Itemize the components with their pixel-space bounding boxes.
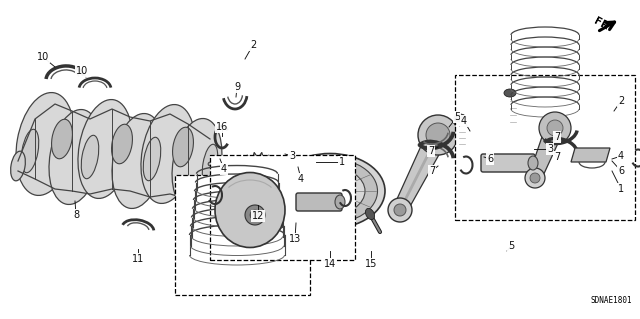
Polygon shape bbox=[236, 152, 280, 196]
Text: 7: 7 bbox=[554, 152, 560, 162]
Ellipse shape bbox=[173, 127, 193, 167]
Ellipse shape bbox=[11, 151, 26, 181]
Text: 6: 6 bbox=[487, 154, 493, 164]
Ellipse shape bbox=[143, 137, 161, 181]
Ellipse shape bbox=[81, 135, 99, 179]
Text: SDNAE1801: SDNAE1801 bbox=[590, 296, 632, 305]
Polygon shape bbox=[392, 135, 450, 210]
Polygon shape bbox=[528, 128, 565, 178]
Circle shape bbox=[426, 123, 450, 147]
Text: 5: 5 bbox=[454, 112, 460, 122]
Text: 4: 4 bbox=[221, 164, 227, 174]
Circle shape bbox=[281, 167, 309, 195]
Ellipse shape bbox=[141, 105, 195, 204]
Text: 5: 5 bbox=[508, 241, 514, 251]
Circle shape bbox=[275, 161, 315, 201]
Text: 1: 1 bbox=[618, 184, 624, 194]
Circle shape bbox=[250, 210, 260, 220]
Text: 7: 7 bbox=[429, 166, 435, 176]
Ellipse shape bbox=[172, 118, 222, 210]
Text: 2: 2 bbox=[618, 96, 624, 106]
Ellipse shape bbox=[52, 119, 72, 159]
Circle shape bbox=[250, 166, 266, 182]
Text: 16: 16 bbox=[216, 122, 228, 132]
Circle shape bbox=[418, 115, 458, 155]
Text: 3: 3 bbox=[289, 151, 295, 161]
Ellipse shape bbox=[275, 153, 385, 228]
Ellipse shape bbox=[295, 167, 365, 215]
Text: 11: 11 bbox=[132, 254, 144, 264]
Ellipse shape bbox=[16, 93, 74, 196]
Text: 1: 1 bbox=[339, 157, 345, 167]
Ellipse shape bbox=[454, 114, 466, 122]
Circle shape bbox=[287, 173, 303, 189]
Ellipse shape bbox=[528, 156, 538, 170]
Text: 10: 10 bbox=[76, 66, 88, 76]
Text: 6: 6 bbox=[618, 166, 624, 176]
Text: 7: 7 bbox=[554, 132, 560, 142]
Text: 4: 4 bbox=[618, 151, 624, 161]
Ellipse shape bbox=[365, 208, 374, 219]
Ellipse shape bbox=[49, 109, 101, 204]
Text: 13: 13 bbox=[289, 234, 301, 244]
Text: 4: 4 bbox=[298, 174, 304, 184]
Circle shape bbox=[245, 205, 265, 225]
Text: 15: 15 bbox=[365, 259, 377, 269]
Circle shape bbox=[539, 112, 571, 144]
FancyBboxPatch shape bbox=[481, 154, 535, 172]
Ellipse shape bbox=[202, 144, 218, 184]
FancyBboxPatch shape bbox=[296, 193, 342, 211]
Ellipse shape bbox=[112, 114, 164, 209]
Ellipse shape bbox=[319, 183, 341, 198]
Ellipse shape bbox=[282, 159, 378, 224]
Circle shape bbox=[525, 168, 545, 188]
Text: 8: 8 bbox=[73, 210, 79, 220]
Ellipse shape bbox=[504, 89, 516, 97]
Ellipse shape bbox=[335, 195, 345, 209]
Polygon shape bbox=[571, 148, 610, 162]
Text: 2: 2 bbox=[250, 40, 256, 50]
Text: 4: 4 bbox=[461, 116, 467, 126]
Text: 14: 14 bbox=[324, 259, 336, 269]
Circle shape bbox=[547, 120, 563, 136]
Text: 10: 10 bbox=[37, 52, 49, 62]
Text: 3: 3 bbox=[547, 144, 553, 154]
Text: 9: 9 bbox=[234, 82, 240, 92]
Circle shape bbox=[530, 173, 540, 183]
Circle shape bbox=[388, 198, 412, 222]
Ellipse shape bbox=[111, 124, 132, 164]
Polygon shape bbox=[462, 144, 498, 160]
Text: 12: 12 bbox=[252, 211, 264, 221]
Ellipse shape bbox=[307, 176, 353, 206]
Bar bbox=[210, 155, 355, 260]
Ellipse shape bbox=[78, 100, 132, 198]
Polygon shape bbox=[455, 75, 635, 220]
Text: 7: 7 bbox=[428, 146, 434, 156]
Bar bbox=[175, 175, 310, 295]
Text: FR.: FR. bbox=[592, 16, 614, 34]
Ellipse shape bbox=[215, 173, 285, 248]
Circle shape bbox=[394, 204, 406, 216]
Ellipse shape bbox=[21, 129, 39, 173]
